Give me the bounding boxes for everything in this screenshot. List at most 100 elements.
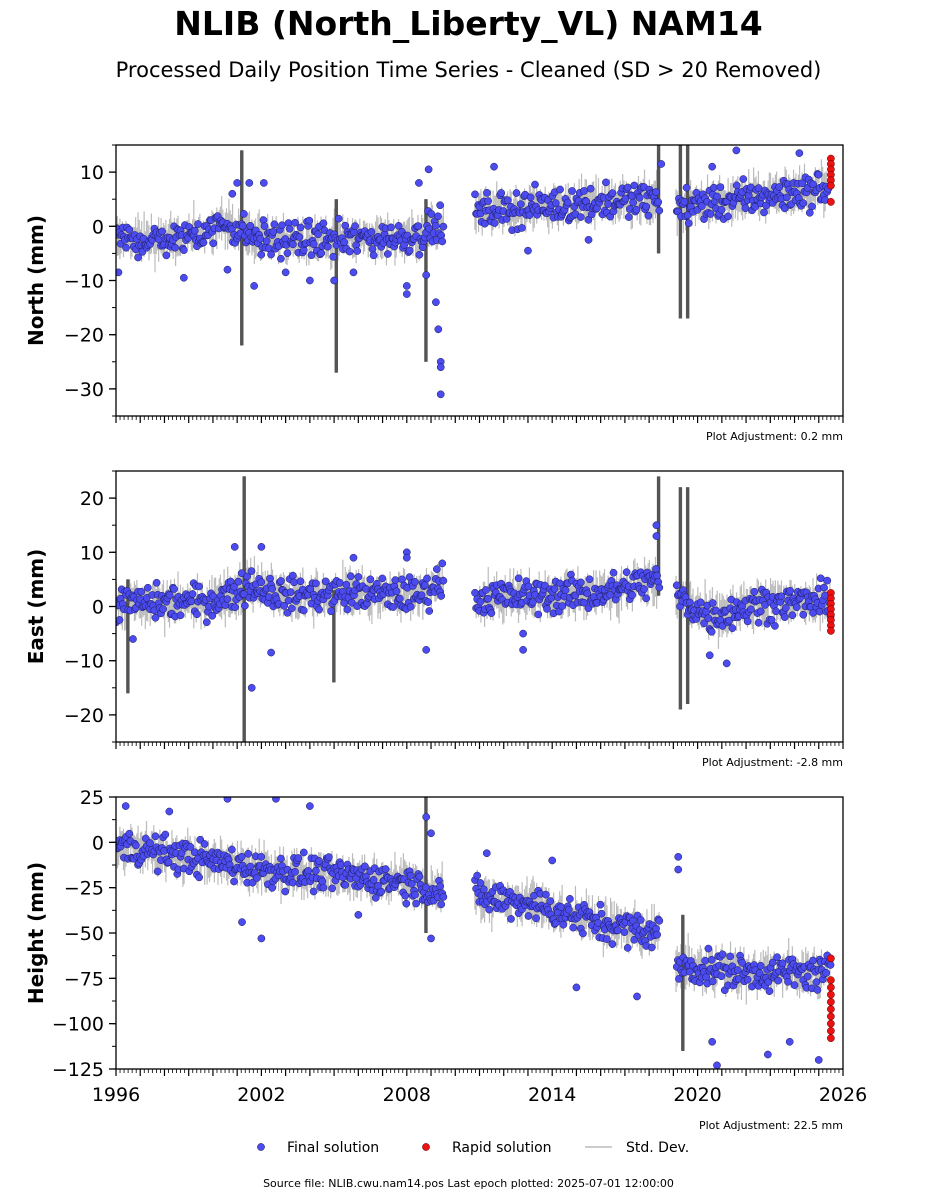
final-point: [253, 874, 261, 882]
final-point: [277, 254, 285, 263]
x-tick-label: 2026: [819, 1084, 867, 1106]
rapid-point: [827, 976, 835, 984]
final-point: [550, 585, 559, 593]
final-point: [286, 588, 295, 596]
final-point: [652, 565, 660, 573]
final-point: [716, 183, 725, 192]
rapid-point: [827, 627, 835, 635]
final-point: [305, 216, 314, 225]
final-point: [436, 882, 444, 891]
final-point: [518, 224, 526, 232]
final-point: [422, 883, 430, 892]
final-point: [623, 183, 632, 192]
final-point: [346, 572, 355, 581]
final-point: [354, 573, 363, 581]
final-point: [296, 577, 305, 586]
y-tick-label: −125: [52, 1059, 104, 1081]
rapid-point: [827, 954, 835, 963]
final-point: [230, 877, 238, 886]
final-point: [208, 611, 217, 620]
final-outlier: [330, 276, 338, 285]
final-point: [432, 565, 441, 573]
final-point: [642, 202, 651, 211]
final-point: [246, 221, 255, 230]
final-point: [387, 223, 395, 232]
final-point: [743, 975, 752, 984]
final-point: [319, 883, 328, 892]
final-point: [524, 912, 533, 920]
y-axis-label: East (mm): [24, 549, 48, 665]
final-point: [287, 604, 296, 613]
final-outlier: [708, 162, 716, 171]
final-point: [608, 189, 617, 197]
final-point: [685, 598, 694, 607]
final-point: [244, 849, 253, 858]
final-point: [551, 199, 560, 207]
final-point: [137, 587, 146, 596]
final-point: [559, 920, 568, 929]
final-point: [507, 915, 515, 923]
final-outlier: [233, 179, 242, 187]
final-point: [414, 222, 423, 230]
final-point: [672, 581, 681, 590]
rapid-point: [827, 198, 835, 206]
final-point: [125, 829, 134, 838]
final-point: [195, 582, 203, 591]
final-point: [361, 862, 369, 871]
final-point: [568, 187, 576, 195]
final-point: [772, 607, 780, 616]
y-tick-label: 25: [80, 787, 104, 809]
final-point: [820, 583, 828, 592]
final-point: [295, 233, 304, 241]
final-point: [675, 975, 683, 983]
final-point: [775, 183, 784, 191]
final-point: [239, 590, 248, 599]
final-point: [739, 175, 748, 183]
final-outlier: [633, 992, 641, 1001]
final-point: [343, 605, 352, 614]
final-point: [623, 944, 632, 952]
chart-title: NLIB (North_Liberty_VL) NAM14: [174, 4, 763, 43]
final-point: [389, 603, 398, 611]
final-point: [485, 905, 494, 914]
final-outlier: [415, 179, 423, 187]
final-point: [289, 571, 297, 580]
final-outlier: [519, 629, 527, 638]
final-point: [540, 581, 549, 590]
final-point: [317, 249, 326, 258]
final-point: [209, 239, 218, 248]
final-point: [563, 198, 572, 207]
final-outlier: [652, 521, 661, 530]
panel-east: 20 10 0 −10 −20 East (mm) Plot Adjustment: -2.…: [24, 470, 844, 769]
final-point: [256, 234, 265, 243]
final-point: [257, 578, 266, 587]
final-point: [299, 606, 308, 615]
final-point: [767, 616, 776, 624]
final-point: [524, 582, 533, 591]
final-outlier: [247, 683, 256, 692]
final-outlier: [657, 160, 666, 168]
final-point: [381, 865, 390, 873]
final-point: [406, 871, 415, 880]
final-outlier: [402, 553, 411, 562]
final-outlier: [165, 807, 174, 816]
legend: Final solution Rapid solution Std. Dev.: [257, 1140, 689, 1156]
final-point: [812, 978, 821, 986]
final-outlier: [422, 813, 431, 821]
final-point: [315, 857, 323, 865]
legend-final-marker: [257, 1143, 265, 1151]
y-tick-label: 10: [80, 542, 104, 564]
final-point: [395, 594, 404, 603]
final-point: [434, 212, 442, 221]
final-point: [378, 574, 387, 583]
final-outlier: [245, 179, 254, 187]
axes-frame: [115, 796, 844, 1070]
final-point: [558, 602, 567, 610]
final-point: [630, 181, 639, 190]
final-point: [717, 972, 726, 981]
final-point: [479, 885, 488, 894]
final-point: [704, 944, 713, 953]
final-outlier: [354, 911, 363, 919]
final-point: [132, 841, 140, 850]
final-point: [327, 607, 335, 616]
